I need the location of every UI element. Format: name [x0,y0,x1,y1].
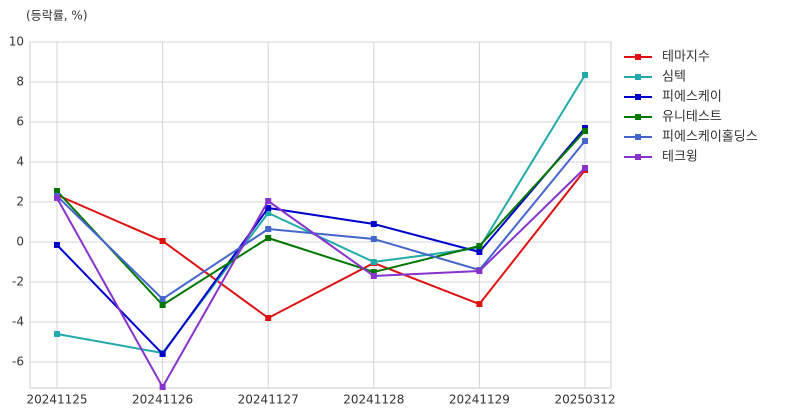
point [159,351,166,357]
point [159,238,166,244]
y-tick-label: -4 [12,315,24,329]
x-tick-label: 20241129 [449,393,510,407]
point [476,301,483,307]
series-line [56,74,586,355]
point [54,195,60,201]
y-tick-label: 10 [9,35,24,49]
point [265,226,272,232]
legend-marker [635,154,641,160]
point [582,165,588,171]
point [370,273,377,279]
legend-label: 유니테스트 [662,110,722,125]
point [265,315,272,321]
legend-label: 테크윙 [662,149,698,165]
legend-marker [635,54,641,60]
point [370,269,377,275]
point [582,128,588,134]
y-tick-label: 2 [16,195,24,209]
series-line [56,167,586,390]
point [476,249,483,255]
legend-marker [635,114,641,120]
point [265,205,272,211]
series-line [56,169,586,320]
x-tick-label: 20241126 [132,393,193,407]
point [159,296,166,302]
x-tick-label: 20241125 [26,393,87,407]
point [370,259,377,265]
point [54,242,60,248]
series-line [56,127,586,356]
y-tick-label: 6 [16,115,24,129]
y-tick-label: 0 [16,235,24,249]
y-tick-label: -2 [12,275,24,289]
y-axis-label: (등락률, %) [26,9,88,23]
point [265,198,272,204]
point [370,221,377,227]
point [54,331,60,337]
y-tick-label: 8 [16,75,24,89]
point [582,72,588,78]
point [54,188,60,194]
legend-label: 피에스케이홀딩스 [662,130,758,145]
point [476,268,483,274]
x-tick-label: 20241128 [343,393,404,407]
y-tick-label: 4 [16,155,24,169]
point [159,384,166,390]
legend-marker [635,134,641,140]
legend-label: 심텍 [662,70,686,85]
series-line [56,140,586,301]
y-tick-label: -6 [12,355,24,369]
x-tick-label: 20250312 [554,393,615,407]
legend-marker [635,94,641,100]
legend-label: 테마지수 [662,50,710,65]
point [265,235,272,241]
series-line [56,130,586,307]
point [159,302,166,308]
point [265,210,272,216]
point [370,236,377,242]
point [582,138,588,144]
point [476,243,483,249]
legend-label: 피에스케이 [662,90,722,105]
legend-marker [635,74,641,80]
x-tick-label: 20241127 [238,393,299,407]
